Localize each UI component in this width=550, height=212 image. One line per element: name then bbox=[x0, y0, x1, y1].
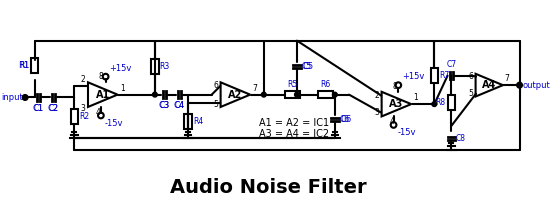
Text: C7: C7 bbox=[446, 60, 456, 69]
Text: 8: 8 bbox=[392, 82, 397, 91]
Circle shape bbox=[295, 92, 299, 97]
Text: C4: C4 bbox=[174, 101, 185, 110]
Text: -15v: -15v bbox=[397, 128, 416, 137]
Text: 1: 1 bbox=[120, 84, 124, 93]
Text: 7: 7 bbox=[504, 74, 509, 83]
Circle shape bbox=[432, 102, 437, 106]
Text: 5: 5 bbox=[213, 100, 218, 109]
Text: 3: 3 bbox=[375, 108, 379, 117]
Circle shape bbox=[516, 82, 522, 88]
Text: C3: C3 bbox=[159, 101, 170, 110]
Text: 4: 4 bbox=[389, 117, 394, 126]
Text: C3: C3 bbox=[160, 101, 169, 110]
Text: C5: C5 bbox=[302, 62, 312, 71]
Text: +15v: +15v bbox=[109, 64, 132, 73]
Text: C1: C1 bbox=[33, 104, 44, 113]
Text: 2: 2 bbox=[375, 91, 379, 100]
Bar bbox=[285, 91, 300, 98]
Bar bbox=[184, 114, 192, 129]
Text: output: output bbox=[522, 81, 550, 90]
Text: C5: C5 bbox=[302, 62, 313, 71]
Text: R4: R4 bbox=[192, 117, 203, 126]
Text: C1: C1 bbox=[34, 104, 43, 113]
Text: 2: 2 bbox=[81, 75, 86, 84]
Bar bbox=[318, 91, 333, 98]
Text: A3 = A4 = IC2: A3 = A4 = IC2 bbox=[259, 129, 329, 139]
Text: 4: 4 bbox=[96, 108, 101, 117]
Text: C2: C2 bbox=[48, 104, 58, 113]
Text: 6: 6 bbox=[468, 72, 473, 81]
Text: C8: C8 bbox=[456, 134, 466, 143]
Text: R1: R1 bbox=[18, 61, 29, 70]
Circle shape bbox=[261, 92, 266, 97]
Text: C6: C6 bbox=[339, 115, 350, 124]
Circle shape bbox=[332, 92, 337, 97]
Text: C2: C2 bbox=[48, 104, 59, 113]
Bar bbox=[31, 58, 38, 73]
Bar bbox=[70, 109, 78, 124]
Text: R2: R2 bbox=[79, 112, 89, 121]
Text: 8: 8 bbox=[98, 72, 103, 81]
Bar bbox=[448, 95, 455, 110]
Text: A4: A4 bbox=[482, 80, 496, 90]
Text: A1 = A2 = IC1: A1 = A2 = IC1 bbox=[259, 118, 329, 128]
Text: 5: 5 bbox=[468, 89, 473, 98]
Bar bbox=[151, 59, 158, 74]
Text: +15v: +15v bbox=[402, 72, 425, 81]
Text: 1: 1 bbox=[414, 93, 418, 102]
Text: R8: R8 bbox=[436, 98, 446, 107]
Text: R5: R5 bbox=[287, 80, 298, 89]
Text: R3: R3 bbox=[160, 62, 170, 71]
Text: R1: R1 bbox=[19, 61, 29, 70]
Text: 3: 3 bbox=[81, 104, 86, 113]
Text: Audio Noise Filter: Audio Noise Filter bbox=[170, 178, 367, 197]
Text: A3: A3 bbox=[389, 99, 404, 109]
Text: 6: 6 bbox=[213, 81, 218, 90]
Text: input: input bbox=[2, 93, 23, 102]
Text: R7: R7 bbox=[439, 71, 449, 80]
Circle shape bbox=[22, 95, 28, 100]
Circle shape bbox=[152, 92, 157, 97]
Text: 7: 7 bbox=[252, 84, 257, 93]
Text: C6: C6 bbox=[340, 115, 352, 124]
Text: -15v: -15v bbox=[104, 119, 123, 128]
Text: R6: R6 bbox=[320, 80, 331, 89]
Text: C4: C4 bbox=[174, 101, 185, 110]
Text: A2: A2 bbox=[228, 90, 243, 100]
Text: A1: A1 bbox=[96, 90, 110, 100]
Bar bbox=[431, 68, 438, 83]
